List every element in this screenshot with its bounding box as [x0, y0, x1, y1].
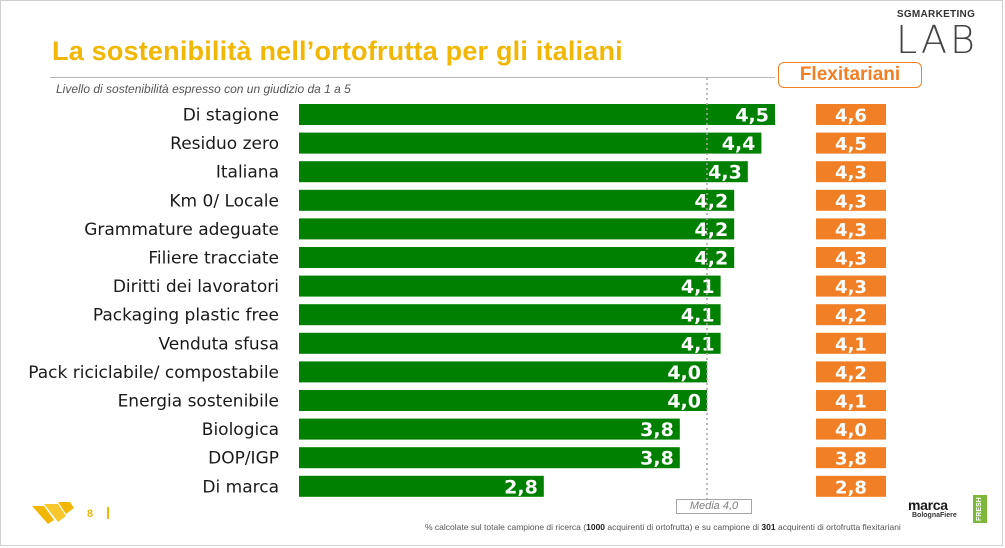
title-divider: [50, 77, 775, 78]
bar: [299, 132, 762, 154]
flexitariani-value-label: 4,2: [835, 306, 867, 327]
flexitariani-value-label: 4,2: [835, 363, 867, 384]
chart-subtitle: Livello di sostenibilità espresso con un…: [56, 82, 351, 96]
category-label: Venduta sfusa: [159, 334, 280, 354]
bar: [299, 390, 707, 411]
marca-bolognafiere-logo: marca BolognaFiere FRESH: [908, 495, 987, 525]
bar-value-label: 4,2: [695, 219, 729, 241]
bar: [299, 104, 775, 125]
bar-value-label: 4,5: [735, 105, 769, 127]
flexitariani-value-label: 4,1: [835, 334, 867, 355]
media-reference-label: Media 4,0: [676, 499, 752, 514]
category-label: Filiere tracciate: [148, 249, 279, 269]
category-label: Packaging plastic free: [93, 306, 279, 326]
bar-value-label: 4,1: [681, 333, 715, 355]
bar-value-label: 4,3: [708, 162, 742, 184]
flexitariani-header: Flexitariani: [778, 62, 922, 88]
bar-value-label: 3,8: [640, 448, 674, 470]
page-number-divider: [107, 507, 109, 519]
fresh-badge: FRESH: [973, 495, 987, 523]
bar-value-label: 4,0: [667, 362, 701, 384]
category-label: Pack riciclabile/ compostabile: [28, 363, 279, 383]
category-label: DOP/IGP: [208, 449, 279, 469]
flexitariani-value-box: [816, 390, 886, 411]
bar: [299, 247, 735, 268]
bar: [299, 189, 735, 211]
flexitariani-value-box: [816, 161, 886, 183]
flexitariani-value-label: 2,8: [835, 477, 867, 498]
bar: [299, 361, 707, 383]
flexitariani-value-label: 4,1: [835, 392, 867, 413]
footnote-text-3: acquirenti di ortofrutta flexitariani: [775, 522, 901, 532]
flexitariani-value-box: [816, 361, 886, 383]
bar: [299, 447, 680, 469]
flexitariani-value-label: 4,3: [835, 277, 867, 298]
flexitariani-value-label: 4,3: [835, 220, 867, 241]
bar-value-label: 4,2: [695, 190, 729, 212]
bar: [299, 332, 721, 354]
bar-value-label: 4,1: [681, 305, 715, 327]
partner-subname: BolognaFiere: [912, 512, 957, 519]
footnote-text-2: acquirenti di ortofrutta) e su campione …: [605, 522, 762, 532]
flexitariani-value-label: 4,5: [835, 134, 867, 155]
category-label: Energia sostenibile: [118, 392, 279, 412]
flexitariani-value-label: 4,6: [835, 106, 867, 127]
page-title: La sostenibilità nell’ortofrutta per gli…: [52, 36, 623, 66]
flexitariani-value-label: 3,8: [835, 449, 867, 470]
category-label: Di stagione: [183, 106, 279, 126]
flexitariani-value-box: [816, 418, 886, 440]
flexitariani-value-box: [816, 332, 886, 354]
footnote-total-sample: 1000: [586, 522, 606, 532]
bar: [299, 304, 721, 326]
bar-value-label: 4,1: [681, 276, 715, 298]
bar: [299, 475, 544, 497]
partner-name: marca: [908, 497, 948, 513]
category-label: Di marca: [202, 477, 279, 497]
flexitariani-value-label: 4,0: [835, 420, 867, 441]
flexitariani-value-box: [816, 447, 886, 469]
category-label: Residuo zero: [170, 134, 279, 154]
bar: [299, 218, 735, 240]
category-label: Biologica: [202, 420, 279, 440]
footnote: % calcolate sul totale campione di ricer…: [425, 522, 901, 532]
bar-value-label: 3,8: [640, 419, 674, 441]
footnote-flex-sample: 301: [761, 522, 776, 532]
footnote-text-1: % calcolate sul totale campione di ricer…: [425, 522, 587, 532]
flexitariani-value-box: [816, 304, 886, 326]
flexitariani-value-label: 4,3: [835, 191, 867, 212]
flexitariani-value-box: [816, 218, 886, 240]
category-label: Km 0/ Locale: [169, 191, 279, 211]
company-logo-icon: [32, 502, 74, 524]
flexitariani-value-box: [816, 104, 886, 125]
category-label: Grammature adeguate: [84, 220, 279, 240]
category-label: Italiana: [216, 163, 279, 183]
bar-value-label: 2,8: [504, 476, 538, 498]
flexitariani-value-box: [816, 475, 886, 497]
category-label: Diritti dei lavoratori: [113, 277, 279, 297]
sgmarketing-lab-logo: SGMARKETING LAB: [896, 9, 976, 60]
bar-value-label: 4,4: [722, 133, 756, 155]
flexitariani-value-label: 4,3: [835, 163, 867, 184]
brand-main-text: LAB: [896, 18, 978, 62]
bar: [299, 275, 721, 297]
bar-value-label: 4,0: [667, 391, 701, 413]
flexitariani-value-box: [816, 132, 886, 154]
flexitariani-value-box: [816, 275, 886, 297]
flexitariani-value-box: [816, 247, 886, 268]
bar: [299, 161, 748, 183]
flexitariani-value-label: 4,3: [835, 249, 867, 270]
brand-top-text: SGMARKETING: [896, 9, 976, 20]
bar: [299, 418, 680, 440]
page-number: 8: [87, 508, 94, 520]
flexitariani-value-box: [816, 189, 886, 211]
bar-value-label: 4,2: [695, 248, 729, 270]
